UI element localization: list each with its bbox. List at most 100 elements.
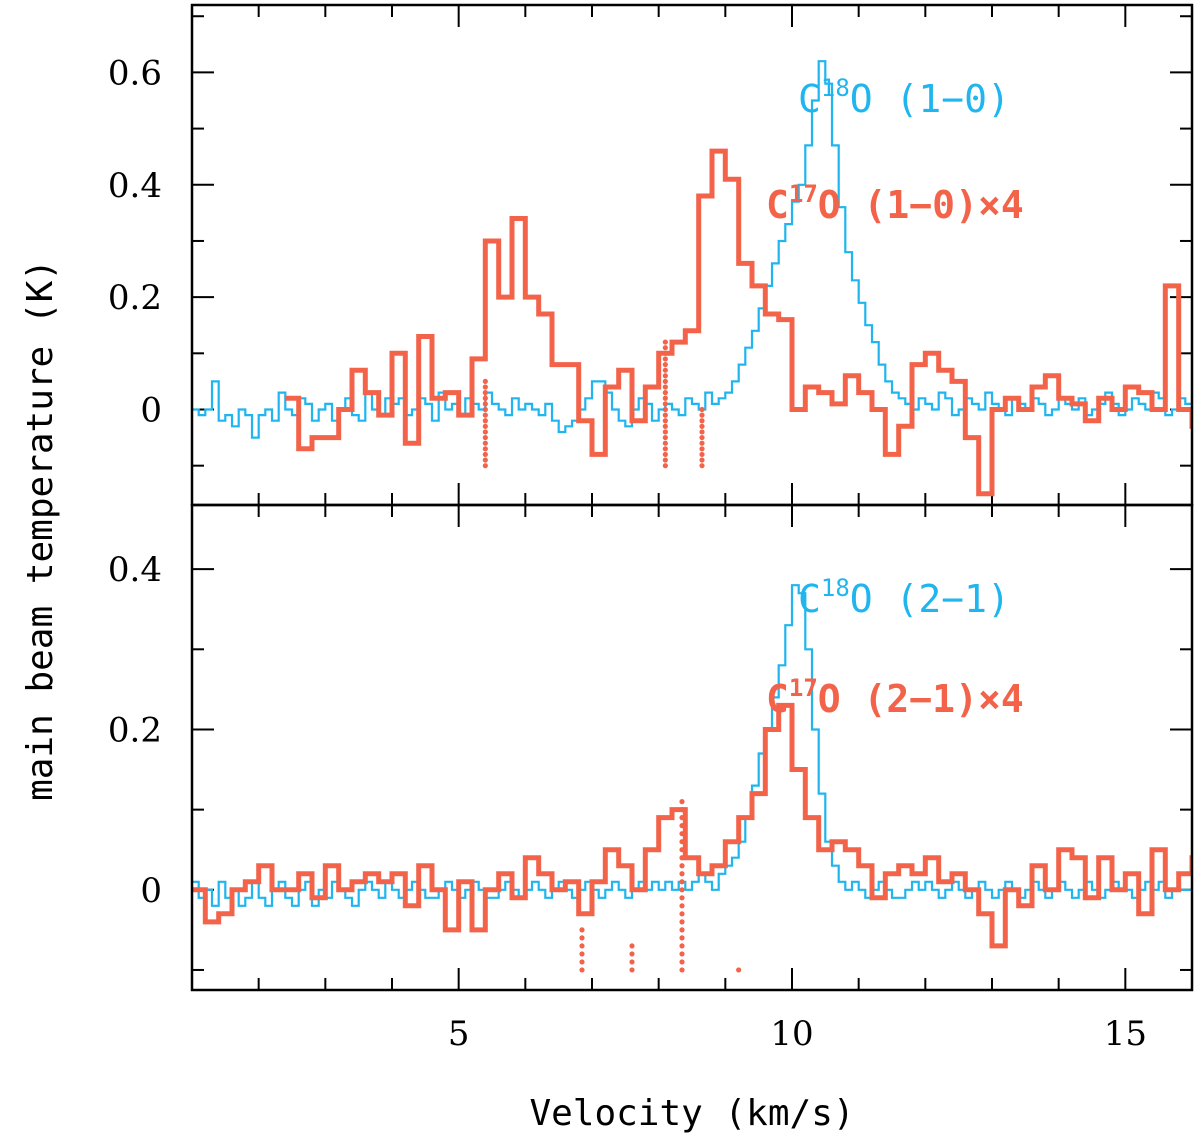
marker-dot <box>679 911 685 917</box>
label-rest: O (2−1) <box>850 577 1010 621</box>
marker-dot <box>662 350 668 356</box>
y-tick-label: 0.6 <box>108 53 162 93</box>
marker-dot <box>629 959 635 965</box>
velocity-marker <box>482 378 488 469</box>
marker-dot <box>679 879 685 885</box>
marker-dot <box>699 429 705 435</box>
marker-dot <box>482 384 488 390</box>
marker-dot <box>679 951 685 957</box>
marker-dot <box>579 959 585 965</box>
label-c17o-top: C17O (1−0)×4 <box>766 180 1024 227</box>
marker-dot <box>699 423 705 429</box>
marker-dot <box>662 356 668 362</box>
label-base: C <box>798 77 821 121</box>
marker-dot <box>662 384 668 390</box>
marker-dot <box>662 345 668 351</box>
marker-dot <box>579 951 585 957</box>
label-c18o-bottom: C18O (2−1) <box>798 574 1010 621</box>
series-c17o-bottom <box>192 702 1192 949</box>
marker-dot <box>482 446 488 452</box>
marker-dot <box>679 927 685 933</box>
marker-dot <box>579 935 585 941</box>
marker-dot <box>679 815 685 821</box>
marker-dot <box>482 440 488 446</box>
marker-dot <box>679 935 685 941</box>
marker-dot <box>679 895 685 901</box>
marker-dot <box>482 390 488 396</box>
marker-dot <box>662 440 668 446</box>
marker-dot <box>662 401 668 407</box>
marker-dot <box>579 927 585 933</box>
marker-dot <box>699 463 705 469</box>
label-superscript: 18 <box>821 74 850 102</box>
label-c18o-top: C18O (1−0) <box>798 74 1010 121</box>
marker-dot <box>679 855 685 861</box>
marker-dot <box>579 967 585 973</box>
marker-dot <box>482 406 488 413</box>
marker-dot <box>662 434 668 441</box>
label-superscript: 17 <box>789 674 818 702</box>
marker-dot <box>662 395 668 401</box>
x-axis-label: Velocity (km/s) <box>529 1093 854 1134</box>
marker-dot <box>699 446 705 452</box>
marker-dot <box>662 406 668 413</box>
series-c17o-top <box>285 148 1192 497</box>
plot-frame <box>190 503 1194 992</box>
marker-dot <box>662 423 668 429</box>
marker-dot <box>629 951 635 957</box>
marker-dot <box>662 361 668 368</box>
marker-dot <box>679 847 685 853</box>
velocity-marker <box>699 406 705 469</box>
label-rest: O (1−0)×4 <box>818 183 1024 227</box>
marker-dot <box>699 406 705 413</box>
marker-dot <box>679 887 685 893</box>
x-tick-label: 15 <box>1104 1014 1147 1054</box>
series-c18o-top <box>192 60 1192 439</box>
marker-dot <box>482 401 488 407</box>
marker-dot <box>482 395 488 401</box>
marker-dot <box>679 807 685 813</box>
label-rest: O (1−0) <box>850 77 1010 121</box>
marker-dot <box>662 418 668 424</box>
marker-dot <box>662 451 668 458</box>
marker-dot <box>482 451 488 458</box>
marker-dot <box>662 446 668 452</box>
label-c17o-bottom: C17O (2−1)×4 <box>766 674 1024 721</box>
marker-dot <box>679 823 685 829</box>
marker-dot <box>699 457 705 463</box>
label-base: C <box>766 183 789 227</box>
marker-dot <box>482 412 488 418</box>
label-superscript: 18 <box>821 574 850 602</box>
marker-dot <box>679 863 685 869</box>
marker-dot <box>699 418 705 424</box>
marker-dot <box>699 412 705 418</box>
marker-dot <box>662 429 668 435</box>
marker-dot <box>679 943 685 949</box>
marker-dot <box>699 434 705 441</box>
velocity-marker <box>662 339 668 469</box>
y-tick-label: 0.2 <box>108 710 162 750</box>
marker-dot <box>662 390 668 396</box>
y-tick-label: 0 <box>140 390 162 430</box>
x-tick-label: 10 <box>770 1014 813 1054</box>
marker-dot <box>662 373 668 379</box>
marker-dot <box>482 423 488 429</box>
velocity-marker <box>679 799 685 973</box>
marker-dot <box>662 457 668 463</box>
marker-dot <box>679 967 685 973</box>
marker-dot <box>482 429 488 435</box>
x-tick-label: 5 <box>448 1014 470 1054</box>
marker-dot <box>699 451 705 458</box>
velocity-marker <box>736 967 742 973</box>
label-base: C <box>766 677 789 721</box>
marker-dot <box>629 967 635 973</box>
marker-dot <box>662 367 668 373</box>
marker-dot <box>662 339 668 345</box>
label-rest: O (2−1)×4 <box>818 677 1024 721</box>
label-superscript: 17 <box>789 180 818 208</box>
marker-dot <box>679 839 685 845</box>
marker-dot <box>662 412 668 418</box>
velocity-marker <box>629 943 635 973</box>
